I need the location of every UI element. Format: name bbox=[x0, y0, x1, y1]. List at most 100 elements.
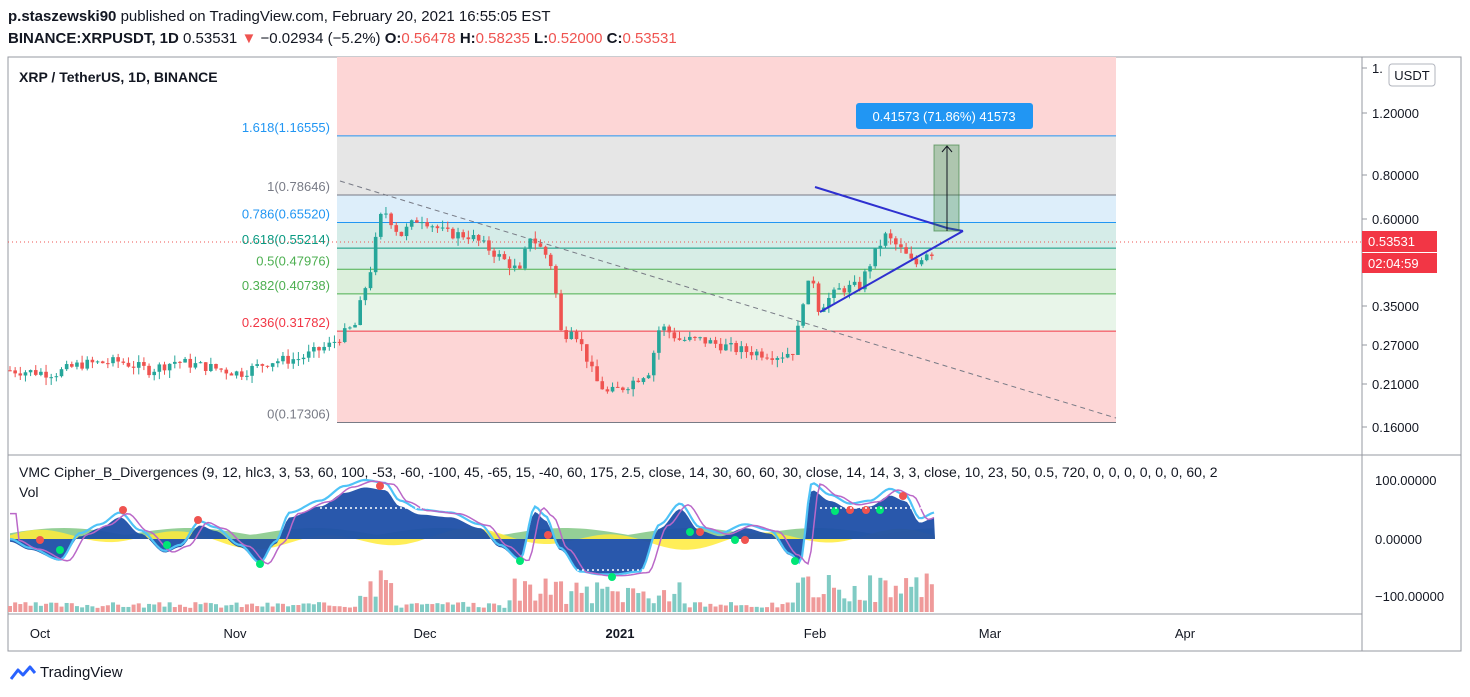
footer-brand[interactable]: TradingView bbox=[40, 664, 123, 681]
wavetrend-area bbox=[10, 487, 935, 575]
signal-dot bbox=[831, 507, 839, 515]
signal-dot bbox=[731, 536, 739, 544]
volume-bar bbox=[59, 606, 64, 612]
candle-body bbox=[626, 389, 630, 391]
currency-badge-text: USDT bbox=[1394, 68, 1429, 83]
volume-bar bbox=[698, 602, 703, 612]
volume-bar bbox=[919, 597, 924, 612]
fib-zone[interactable] bbox=[337, 293, 1116, 332]
time-tick-label: Mar bbox=[979, 626, 1002, 641]
volume-bar bbox=[775, 607, 780, 612]
candle-body bbox=[883, 233, 888, 246]
candle-body bbox=[322, 346, 326, 351]
close-value: 0.53531 bbox=[622, 30, 677, 47]
candle-body bbox=[353, 325, 357, 328]
volume-bar bbox=[80, 607, 85, 612]
signal-dot bbox=[256, 560, 264, 568]
volume-bar bbox=[481, 607, 486, 612]
volume-bar bbox=[198, 604, 203, 612]
indicator-title[interactable]: VMC Cipher_B_Divergences (9, 12, hlc3, 3… bbox=[19, 464, 1218, 480]
candle-body bbox=[538, 243, 543, 247]
signal-dot bbox=[194, 516, 202, 524]
candle-body bbox=[59, 369, 64, 377]
volume-bar bbox=[723, 605, 728, 612]
volume-bar bbox=[291, 605, 296, 612]
candle-body bbox=[595, 366, 599, 382]
candle-body bbox=[131, 366, 136, 368]
candle-body bbox=[420, 222, 424, 224]
volume-bar bbox=[692, 602, 697, 612]
candle-body bbox=[399, 231, 404, 237]
fib-zone[interactable] bbox=[337, 222, 1116, 249]
fib-zone[interactable] bbox=[337, 248, 1116, 270]
candle-body bbox=[440, 227, 445, 229]
candle-body bbox=[909, 253, 914, 259]
price-range-measure[interactable]: 0.41573 (71.86%) 41573 bbox=[856, 103, 1033, 232]
indicator-tick-label: 100.00000 bbox=[1375, 473, 1436, 488]
volume-bar bbox=[38, 605, 43, 612]
fib-retracement-lines[interactable] bbox=[337, 135, 1116, 424]
indicator-tick-label: −100.00000 bbox=[1375, 589, 1444, 604]
candle-body bbox=[90, 359, 95, 363]
fib-zone[interactable] bbox=[337, 135, 1116, 196]
volume-bar bbox=[121, 606, 126, 612]
volume-bar bbox=[615, 591, 620, 612]
volume-bar bbox=[394, 605, 399, 612]
dashed-trendline[interactable] bbox=[339, 180, 1117, 419]
volume-bar bbox=[898, 593, 903, 612]
volume-title[interactable]: Vol bbox=[19, 484, 38, 500]
fib-level-label: 1.618(1.16555) bbox=[242, 120, 330, 135]
candle-body bbox=[749, 352, 754, 356]
price-axis[interactable]: 1. 1.20000 0.80000 0.60000 0.35000 0.27000 0.2… bbox=[1362, 61, 1419, 435]
candle-body bbox=[270, 363, 275, 367]
volume-bar bbox=[713, 606, 718, 612]
triangle-lower-line[interactable] bbox=[819, 230, 964, 313]
time-tick-label: Feb bbox=[804, 626, 826, 641]
volume-bar bbox=[754, 606, 759, 612]
volume-bar bbox=[270, 606, 275, 612]
volume-bar bbox=[378, 570, 383, 612]
candle-body bbox=[70, 364, 74, 367]
fib-zone[interactable] bbox=[337, 269, 1116, 294]
candle-body bbox=[878, 245, 883, 249]
volume-bar bbox=[203, 602, 208, 612]
volume-bar bbox=[626, 587, 630, 612]
candle-body bbox=[8, 370, 12, 372]
candle-body bbox=[167, 363, 172, 371]
volume-bar bbox=[18, 604, 23, 612]
fib-zone[interactable] bbox=[337, 195, 1116, 223]
time-tick-label: Oct bbox=[30, 626, 51, 641]
candle-body bbox=[487, 240, 491, 251]
price-tick-label: 0.35000 bbox=[1372, 299, 1419, 314]
volume-bar bbox=[718, 604, 723, 612]
volume-bar bbox=[234, 602, 239, 612]
volume-bar bbox=[790, 602, 795, 612]
candle-body bbox=[342, 328, 347, 342]
volume-bar bbox=[914, 577, 919, 612]
price-tick-label: 0.60000 bbox=[1372, 212, 1419, 227]
volume-bar bbox=[420, 604, 424, 612]
volume-bar bbox=[275, 603, 280, 612]
fib-level-label: 0.236(0.31782) bbox=[242, 315, 330, 330]
volume-bar bbox=[64, 602, 69, 612]
volume-bar bbox=[677, 582, 682, 612]
currency-badge[interactable]: USDT bbox=[1388, 63, 1436, 87]
fib-level-label: 0.5(0.47976) bbox=[256, 253, 330, 268]
candle-body bbox=[265, 365, 270, 367]
candle-body bbox=[49, 377, 53, 379]
candle-body bbox=[533, 238, 538, 244]
time-tick-label: Dec bbox=[413, 626, 437, 641]
volume-bar bbox=[466, 606, 471, 612]
volume-bar bbox=[471, 602, 476, 612]
candle-body bbox=[785, 353, 790, 358]
signal-dot bbox=[376, 482, 384, 490]
author-name[interactable]: p.staszewski90 bbox=[8, 8, 117, 25]
measure-label: 0.41573 (71.86%) 41573 bbox=[872, 109, 1015, 124]
candle-body bbox=[28, 370, 33, 373]
signal-dot bbox=[119, 506, 127, 514]
volume-bar bbox=[347, 607, 352, 612]
indicator-axis[interactable]: 100.00000 0.00000 −100.00000 bbox=[1375, 473, 1444, 604]
volume-bar bbox=[332, 606, 337, 612]
time-axis[interactable]: Oct Nov Dec 2021 Feb Mar Apr bbox=[30, 626, 1196, 641]
